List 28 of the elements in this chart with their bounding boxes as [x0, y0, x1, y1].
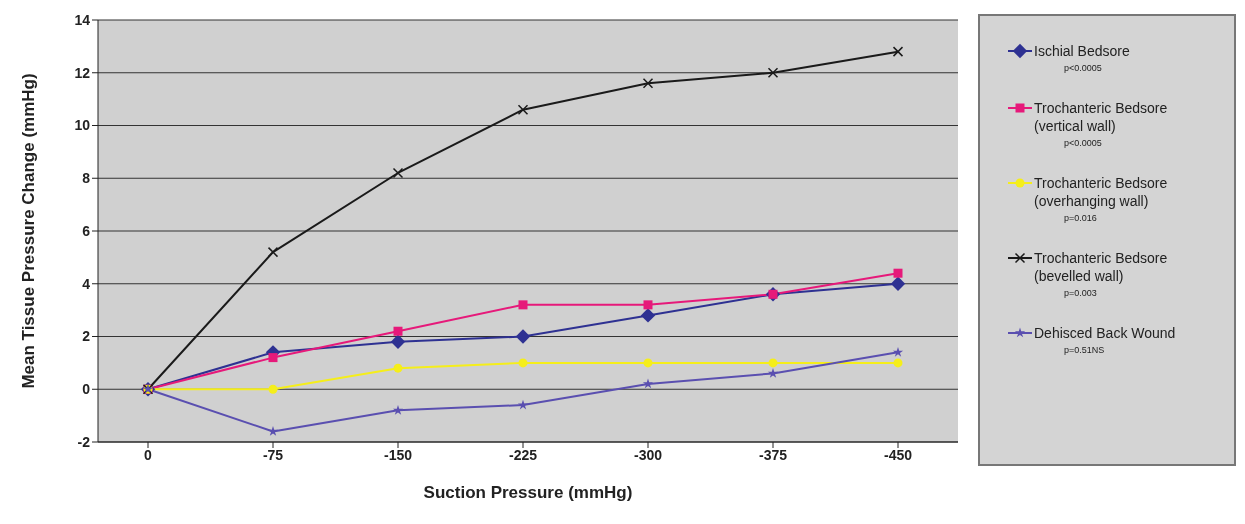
y-tick-label: 10 — [74, 117, 91, 134]
x-axis-title: Suction Pressure (mmHg) — [423, 483, 633, 502]
y-axis-title: Mean Tissue Pressure Change (mmHg) — [19, 73, 39, 389]
legend-label: Trochanteric Bedsore (bevelled wall) — [1034, 249, 1169, 285]
legend-label: Trochanteric Bedsore (overhanging wall) — [1034, 174, 1169, 210]
x-tick-label: -375 — [758, 446, 788, 463]
text: p=0.016 — [1064, 213, 1098, 223]
x-tick-label: 0 — [144, 446, 153, 463]
x-tick-label: -450 — [883, 446, 913, 463]
y-tick-label: 6 — [82, 222, 91, 239]
y-tick-label: 4 — [82, 275, 91, 292]
y-tick-label: 0 — [82, 381, 91, 398]
x-tick-label: -225 — [508, 446, 538, 463]
text: p=0.003 — [1064, 288, 1098, 298]
y-tick-label: -2 — [77, 433, 91, 450]
legend-label: Trochanteric Bedsore (vertical wall) — [1034, 99, 1169, 135]
y-tick-label: 2 — [82, 328, 91, 345]
legend-label: Dehisced Back Wound — [1034, 324, 1176, 342]
x-tick-label: -300 — [633, 446, 663, 463]
y-tick-label: 8 — [82, 170, 91, 187]
y-tick-label: 14 — [74, 11, 91, 28]
text: p<0.0005 — [1064, 63, 1103, 73]
x-tick-label: -150 — [383, 446, 413, 463]
legend-label: Ischial Bedsore — [1034, 42, 1130, 60]
x-tick-label: -75 — [262, 446, 284, 463]
text: p<0.0005 — [1064, 138, 1103, 148]
y-tick-label: 12 — [74, 64, 91, 81]
text: p=0.51NS — [1064, 345, 1106, 355]
